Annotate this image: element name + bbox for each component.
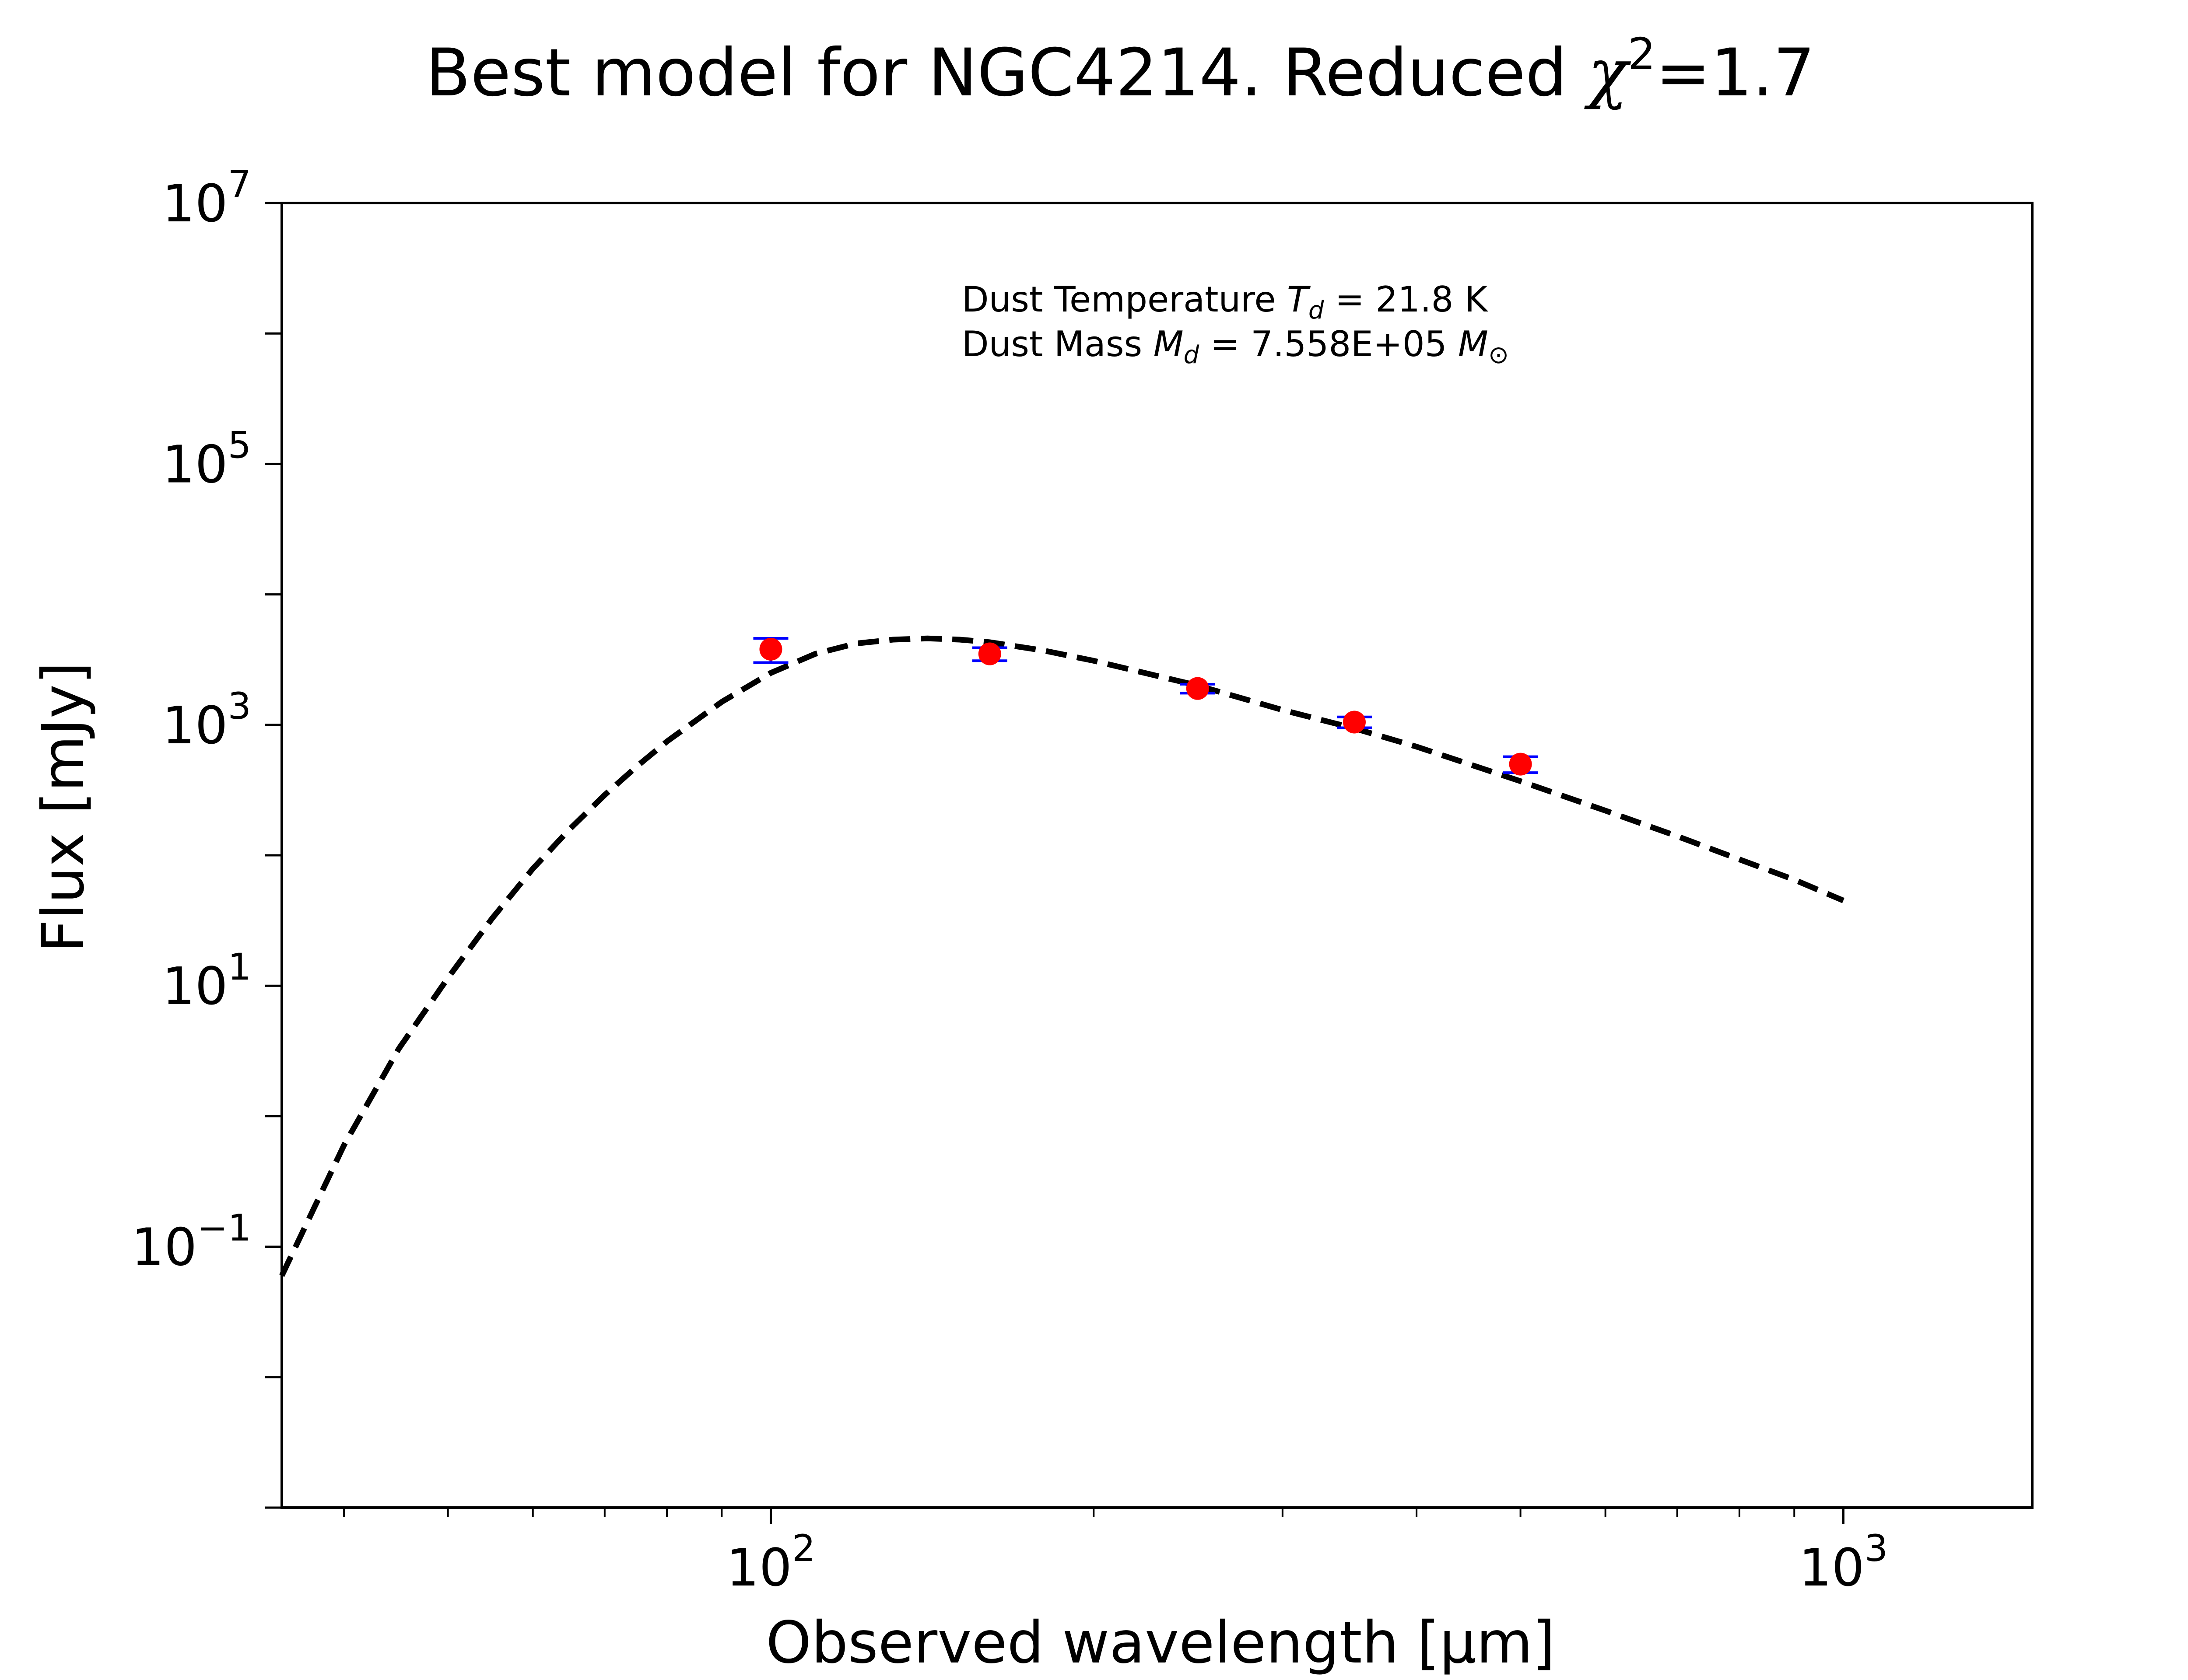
annotation-temperature: Dust Temperature Td = 21.8 K [962,279,1489,325]
y-tick-label: 101 [162,945,251,1016]
data-point [759,637,782,661]
data-point [1509,752,1532,776]
plot-frame [281,202,2034,1509]
model-curve [279,635,1844,1277]
axis-tick-labels: 102 103 10−1 101 103 105 107 [131,163,1888,1598]
data-point [1343,710,1366,734]
x-tick-label: 102 [726,1527,816,1598]
annotation-mass: Dust Mass Md = 7.558E+05 M⊙ [962,324,1509,369]
axis-ticks [265,202,1844,1524]
chart-title: Best model for NGC4214. Reduced χ2=1.7 [425,28,1815,111]
y-tick-label: 103 [162,685,251,756]
data-point [1186,677,1209,700]
data-points [759,637,1532,776]
y-tick-label: 105 [162,424,251,494]
y-tick-label: 10−1 [131,1207,251,1278]
data-point [978,642,1001,665]
x-tick-label: 103 [1799,1527,1888,1598]
x-axis-label: Observed wavelength [μm] [766,1609,1555,1676]
y-axis-label: Flux [mJy] [30,662,97,953]
y-tick-label: 107 [162,163,251,234]
